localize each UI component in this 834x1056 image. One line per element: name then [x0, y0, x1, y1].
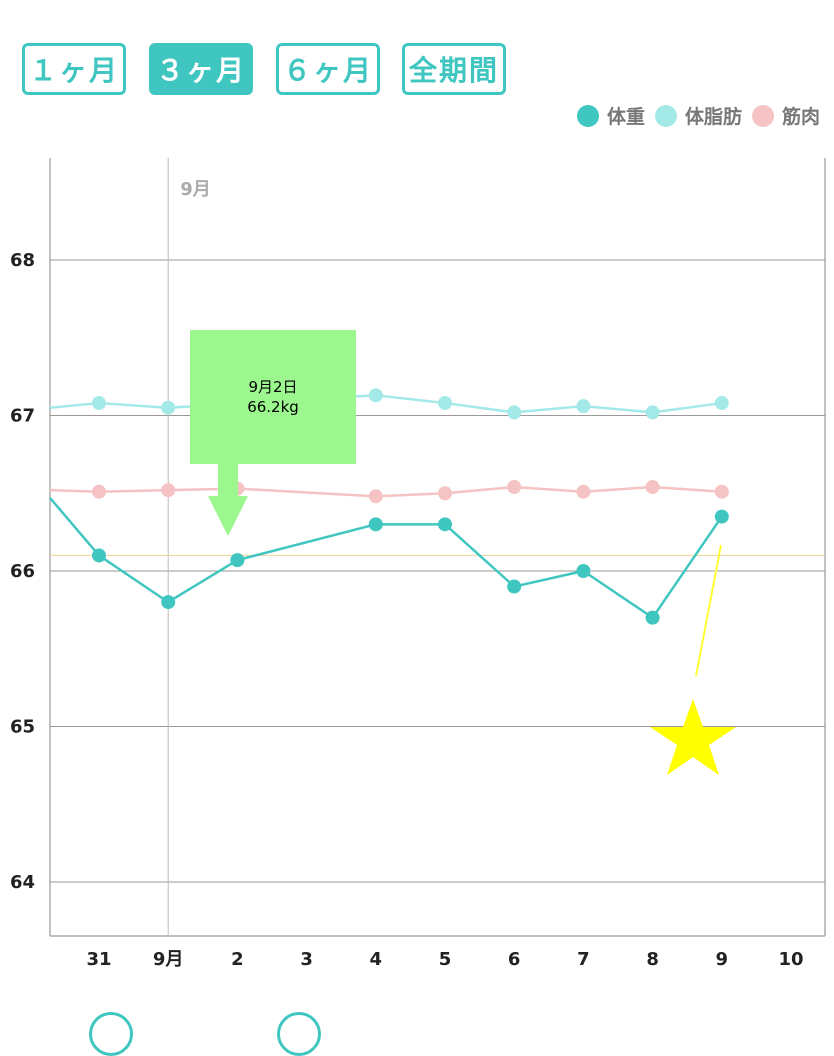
data-callout: 9月2日 66.2kg — [190, 330, 356, 464]
x-tick-label: 6 — [508, 949, 521, 970]
series-line — [49, 497, 723, 619]
y-tick-label: 66 — [10, 561, 35, 582]
data-point — [438, 517, 452, 532]
legend-item-weight[interactable]: 体重 — [576, 102, 645, 129]
bottom-button-left[interactable] — [89, 1012, 133, 1056]
legend-dot-muscle — [751, 104, 774, 127]
data-point — [714, 396, 729, 411]
legend-label-body-fat: 体脂肪 — [684, 106, 742, 128]
x-tick-label: 7 — [577, 949, 590, 970]
callout-value: 66.2kg — [247, 398, 299, 416]
x-tick-label: 9 — [716, 949, 729, 970]
data-point — [368, 489, 383, 504]
bottom-button-right[interactable] — [277, 1012, 321, 1056]
y-tick-label: 65 — [10, 717, 35, 738]
x-tick-label: 9月 — [153, 949, 184, 970]
data-point — [92, 484, 106, 499]
chart-legend: 体重 体脂肪 筋肉 — [576, 102, 820, 129]
data-point — [92, 548, 106, 563]
data-point — [507, 579, 522, 594]
tab-all-period[interactable]: 全期間 — [402, 43, 506, 95]
chart-grid — [49, 158, 826, 937]
data-point — [714, 484, 729, 499]
x-tick-label: 8 — [646, 949, 659, 970]
chart-series — [49, 388, 729, 625]
data-point — [161, 400, 176, 415]
tab-1-month[interactable]: １ヶ月 — [22, 43, 126, 95]
series-line — [49, 485, 722, 498]
legend-dot-body-fat — [654, 104, 677, 127]
y-tick-label: 67 — [10, 406, 35, 427]
data-point — [92, 396, 106, 411]
y-tick-label: 64 — [10, 872, 35, 893]
data-point — [438, 396, 452, 411]
legend-label-weight: 体重 — [606, 106, 645, 128]
legend-dot-weight — [576, 104, 599, 127]
x-tick-label: 5 — [439, 949, 452, 970]
series-line — [49, 394, 722, 414]
data-point — [161, 483, 176, 498]
x-tick-label: 4 — [370, 949, 383, 970]
x-tick-label: 31 — [86, 949, 111, 970]
callout-date: 9月2日 — [248, 378, 298, 396]
data-point — [714, 509, 729, 524]
callout-arrow-icon — [208, 464, 248, 536]
tab-3-months[interactable]: ３ヶ月 — [149, 43, 253, 95]
data-point — [645, 405, 660, 420]
x-tick-label: 2 — [231, 949, 244, 970]
data-point — [507, 480, 522, 495]
data-point — [645, 480, 660, 495]
tab-6-months[interactable]: ６ヶ月 — [276, 43, 380, 95]
data-point — [368, 517, 383, 532]
data-point — [368, 388, 383, 403]
x-tick-label: 3 — [300, 949, 313, 970]
legend-item-muscle[interactable]: 筋肉 — [751, 102, 820, 129]
data-point — [507, 405, 522, 420]
data-point — [645, 610, 660, 625]
legend-label-muscle: 筋肉 — [781, 106, 820, 128]
star-icon — [650, 699, 736, 775]
data-point — [576, 484, 591, 499]
data-point — [438, 486, 452, 501]
data-point — [161, 595, 176, 610]
data-point — [576, 564, 591, 578]
data-point — [230, 553, 245, 568]
legend-item-body-fat[interactable]: 体脂肪 — [654, 102, 742, 129]
x-tick-label: 10 — [778, 949, 803, 970]
data-point — [576, 399, 591, 414]
y-tick-label: 68 — [10, 250, 35, 271]
month-label: 9月 — [180, 179, 211, 200]
